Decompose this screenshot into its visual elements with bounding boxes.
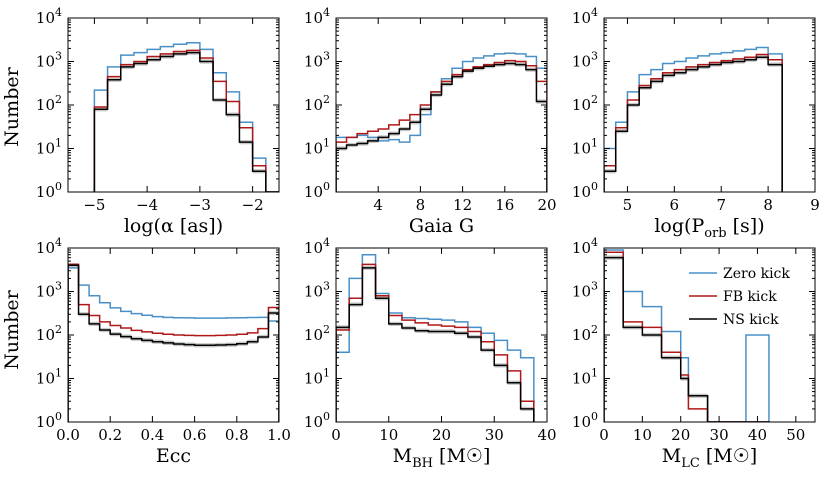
series-fb-line xyxy=(336,59,547,192)
xtick-label: −4 xyxy=(136,196,158,214)
ytick-label: 103 xyxy=(36,280,62,301)
ytick-label: 102 xyxy=(304,323,330,344)
xtick-label: 30 xyxy=(485,426,504,444)
ytick-label: 102 xyxy=(572,93,598,114)
xtick-label: 40 xyxy=(537,426,556,444)
xaxis-label: Gaia G xyxy=(409,215,474,237)
ytick-label: 104 xyxy=(304,236,330,257)
ytick-label: 100 xyxy=(304,410,330,431)
xtick-label: 16 xyxy=(495,196,514,214)
ytick-label: 100 xyxy=(36,180,62,201)
xaxis-label: log(α [as]) xyxy=(124,215,223,237)
ytick-label: 100 xyxy=(572,410,598,431)
ytick-label: 104 xyxy=(36,6,62,27)
ylabel-row1: Number xyxy=(1,66,23,146)
xtick-label: 4 xyxy=(373,196,383,214)
panel-5: 100 101 102 103 104 0 10 20 30 40 MBH [M☉] xyxy=(304,236,557,471)
xtick-label: 0.4 xyxy=(140,426,164,444)
ytick-label: 104 xyxy=(572,236,598,257)
ytick-label: 103 xyxy=(572,280,598,301)
xtick-label: 0.0 xyxy=(56,426,80,444)
legend: Zero kick FB kick NS kick xyxy=(689,266,790,328)
xtick-label: 40 xyxy=(748,426,767,444)
xtick-label: 9 xyxy=(810,196,820,214)
xtick-label: 20 xyxy=(537,196,556,214)
xtick-label: −5 xyxy=(83,196,105,214)
xtick-label: 10 xyxy=(379,426,398,444)
panel-6: 100 101 102 103 104 0 10 20 30 40 50 MLC [M☉] xyxy=(572,236,816,471)
xaxis-label: MLC [M☉] xyxy=(662,445,757,471)
ytick-label: 101 xyxy=(304,367,330,388)
series-ns-line xyxy=(336,62,547,192)
ytick-label: 101 xyxy=(304,137,330,158)
ytick-label: 100 xyxy=(304,180,330,201)
xtick-label: 30 xyxy=(710,426,729,444)
xaxis-label: log(Porb [s]) xyxy=(654,215,764,241)
series-ns-line xyxy=(604,56,783,192)
xtick-label: 50 xyxy=(786,426,805,444)
series-ns-line xyxy=(68,264,279,422)
ytick-label: 102 xyxy=(36,93,62,114)
legend-label-zero: Zero kick xyxy=(723,266,790,282)
series-fb-line xyxy=(68,263,279,422)
panel-2: 100 101 102 103 104 4 8 12 16 20 Gaia G xyxy=(304,6,557,237)
xtick-label: 20 xyxy=(432,426,451,444)
axes-frame xyxy=(335,247,548,423)
xtick-label: 20 xyxy=(671,426,690,444)
series-zero-line xyxy=(336,52,547,192)
ytick-label: 103 xyxy=(572,50,598,71)
ytick-label: 100 xyxy=(572,180,598,201)
series-fb-line xyxy=(604,53,783,192)
xtick-label: 7 xyxy=(716,196,726,214)
xtick-label: 0 xyxy=(331,426,341,444)
legend-label-fb: FB kick xyxy=(723,289,777,305)
xtick-label: −2 xyxy=(242,196,264,214)
xtick-label: 8 xyxy=(416,196,426,214)
series-zero-line xyxy=(68,267,279,422)
xtick-label: 6 xyxy=(670,196,680,214)
ytick-label: 104 xyxy=(36,236,62,257)
xtick-label: 1.0 xyxy=(267,426,291,444)
xtick-label: 5 xyxy=(623,196,633,214)
ytick-label: 103 xyxy=(36,50,62,71)
series-ns-line xyxy=(336,267,535,422)
xtick-label: 12 xyxy=(453,196,472,214)
ytick-label: 104 xyxy=(572,6,598,27)
series-zero-line xyxy=(336,253,535,422)
series-zero-line xyxy=(604,46,783,192)
xtick-label: 0.6 xyxy=(183,426,207,444)
panel-3: 100 101 102 103 104 5 6 7 8 9 log(Porb [s]) xyxy=(572,6,820,241)
axes-frame xyxy=(335,17,548,193)
ytick-label: 102 xyxy=(36,323,62,344)
ytick-label: 104 xyxy=(304,6,330,27)
xtick-label: 8 xyxy=(763,196,773,214)
xtick-label: 10 xyxy=(633,426,652,444)
ytick-label: 101 xyxy=(36,367,62,388)
xtick-label: 0 xyxy=(599,426,609,444)
xaxis-label: Ecc xyxy=(156,445,191,467)
xtick-label: 0.2 xyxy=(98,426,122,444)
ytick-label: 103 xyxy=(304,280,330,301)
legend-label-ns: NS kick xyxy=(723,312,779,328)
ytick-label: 101 xyxy=(572,137,598,158)
xaxis-label: MBH [M☉] xyxy=(393,445,491,471)
series-ns-line xyxy=(604,256,770,422)
panel-1: 100 101 102 103 104 −5 −4 −3 −2 log(α [as]) xyxy=(36,6,280,237)
xtick-label: −3 xyxy=(189,196,211,214)
xtick-label: 0.8 xyxy=(225,426,249,444)
series-fb-line xyxy=(336,263,535,422)
ylabel-row2: Number xyxy=(1,289,23,369)
ytick-label: 102 xyxy=(304,93,330,114)
series-ns-line xyxy=(93,51,279,192)
ytick-label: 102 xyxy=(572,323,598,344)
ytick-label: 103 xyxy=(304,50,330,71)
ytick-label: 101 xyxy=(36,137,62,158)
ytick-label: 101 xyxy=(572,367,598,388)
